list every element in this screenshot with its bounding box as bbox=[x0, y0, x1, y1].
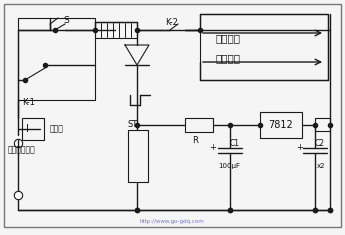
Text: 接冰箱电源端: 接冰箱电源端 bbox=[8, 145, 36, 154]
Text: http://www.go-gdq.com: http://www.go-gdq.com bbox=[140, 219, 204, 224]
Text: S: S bbox=[63, 16, 69, 24]
Text: K-1: K-1 bbox=[22, 98, 35, 107]
Text: x2: x2 bbox=[317, 163, 325, 169]
Bar bbox=[128, 130, 148, 182]
Text: 控制电路: 控制电路 bbox=[215, 53, 240, 63]
Bar bbox=[18, 18, 95, 100]
Text: C2: C2 bbox=[315, 138, 325, 148]
Text: 温控器: 温控器 bbox=[50, 125, 64, 133]
Text: 100μF: 100μF bbox=[218, 163, 240, 169]
Text: I: I bbox=[26, 124, 28, 134]
Bar bbox=[95, 22, 137, 38]
Text: R: R bbox=[192, 136, 198, 145]
Bar bbox=[185, 118, 213, 132]
Text: +: + bbox=[209, 144, 216, 153]
Text: C1: C1 bbox=[230, 138, 240, 148]
Text: K-2: K-2 bbox=[165, 17, 178, 27]
Bar bbox=[200, 14, 328, 80]
Bar bbox=[260, 112, 302, 138]
Text: 至压缩机: 至压缩机 bbox=[215, 33, 240, 43]
Bar bbox=[315, 118, 330, 131]
Text: ST: ST bbox=[128, 120, 138, 129]
Text: 7812: 7812 bbox=[269, 120, 293, 130]
Bar bbox=[22, 118, 44, 140]
Text: +: + bbox=[296, 144, 303, 153]
